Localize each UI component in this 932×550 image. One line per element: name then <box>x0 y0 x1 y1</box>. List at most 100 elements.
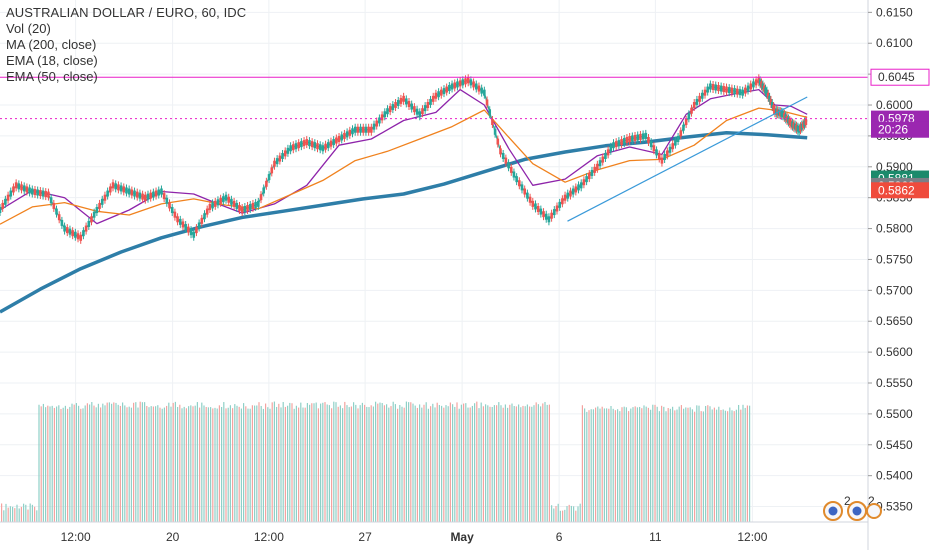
y-tick-label: 0.5750 <box>876 252 913 266</box>
candle-body <box>203 213 206 220</box>
volume-bar <box>399 404 401 522</box>
candle-body <box>804 119 808 126</box>
volume-bar <box>383 405 385 522</box>
candle-body <box>103 194 107 201</box>
candle-body <box>106 190 109 197</box>
candle-body <box>380 114 384 121</box>
candle-body <box>544 213 548 220</box>
volume-bar <box>291 403 293 522</box>
candle-body <box>509 166 513 173</box>
volume-bar <box>597 406 599 522</box>
volume-bar <box>139 401 141 522</box>
candle-body <box>286 147 290 154</box>
candle-body <box>746 85 750 92</box>
candle-body <box>383 111 387 118</box>
candle-body <box>302 140 306 147</box>
volume-bar <box>489 406 491 522</box>
volume-bar <box>353 402 355 522</box>
candle-body <box>752 81 755 88</box>
volume-bar <box>67 408 69 522</box>
candle-body <box>386 108 389 115</box>
volume-bar <box>731 410 733 522</box>
candle-body <box>176 216 179 223</box>
volume-bar <box>265 403 267 522</box>
candle-body <box>267 174 271 181</box>
volume-bar <box>548 404 550 522</box>
candle-body <box>308 140 311 147</box>
candle-body <box>531 200 535 207</box>
volume-bar <box>573 506 575 522</box>
volume-bar <box>271 402 273 522</box>
candle-body <box>98 202 101 209</box>
candle-body <box>601 156 605 163</box>
candle-body <box>676 135 680 142</box>
candle-body <box>797 126 801 133</box>
candle-body <box>130 189 134 196</box>
volume-bar <box>361 402 363 522</box>
volume-bar <box>126 407 128 522</box>
volume-bar <box>42 403 44 522</box>
volume-bar <box>590 409 592 522</box>
volume-bars <box>1 401 751 522</box>
volume-bar <box>595 407 597 522</box>
volume-bar <box>522 405 524 522</box>
candle-body <box>612 142 615 149</box>
volume-bar <box>196 402 198 522</box>
candle-body <box>512 171 516 178</box>
candle-body <box>741 89 744 96</box>
candle-body <box>55 208 58 215</box>
candle-body <box>294 143 298 150</box>
candle-body <box>178 218 182 225</box>
candle-body <box>12 186 15 193</box>
volume-bar <box>401 406 403 522</box>
candle-body <box>410 103 413 110</box>
candle-body <box>507 162 510 169</box>
candle-body <box>281 152 284 159</box>
candle-body <box>785 115 789 122</box>
volume-bar <box>425 402 427 522</box>
volume-bar <box>159 407 161 522</box>
volume-bar <box>471 405 473 522</box>
volume-bar <box>586 411 588 522</box>
legend-item-ema50: EMA (50, close) <box>6 69 98 84</box>
volume-bar <box>412 403 414 522</box>
candle-body <box>692 102 696 109</box>
candle-body <box>324 143 327 150</box>
y-tick-label: 0.6150 <box>876 5 913 19</box>
volume-bar <box>337 406 339 522</box>
legend: AUSTRALIAN DOLLAR / EURO, 60, IDC Vol (2… <box>6 5 246 85</box>
volume-bar <box>273 401 275 522</box>
candle-body <box>25 186 29 193</box>
candle-body <box>593 166 596 173</box>
candle-body <box>353 126 357 133</box>
candle-body <box>777 109 781 116</box>
candle-body <box>36 189 39 196</box>
volume-bar <box>141 402 143 522</box>
volume-bar <box>152 406 154 522</box>
candle-body <box>647 137 650 144</box>
volume-bar <box>276 406 278 522</box>
volume-bar <box>366 406 368 522</box>
candle-body <box>773 108 777 115</box>
price-tag-box <box>870 68 930 86</box>
volume-bar <box>14 508 16 522</box>
candle-body <box>49 197 53 204</box>
candle-body <box>717 85 720 92</box>
candle-body <box>370 126 373 133</box>
candle-body <box>555 205 559 212</box>
candle-body <box>633 134 637 141</box>
event-badge-icon-partial[interactable] <box>866 503 882 519</box>
volume-bar <box>526 404 528 522</box>
candle-body <box>668 146 672 153</box>
volume-bar <box>78 405 80 522</box>
volume-bar <box>82 408 84 522</box>
candle-body <box>79 234 83 241</box>
candle-body <box>760 81 763 88</box>
volume-bar <box>575 510 577 522</box>
volume-bar <box>108 402 110 522</box>
volume-bar <box>487 405 489 522</box>
candle-body <box>310 141 314 148</box>
volume-bar <box>1 503 3 522</box>
